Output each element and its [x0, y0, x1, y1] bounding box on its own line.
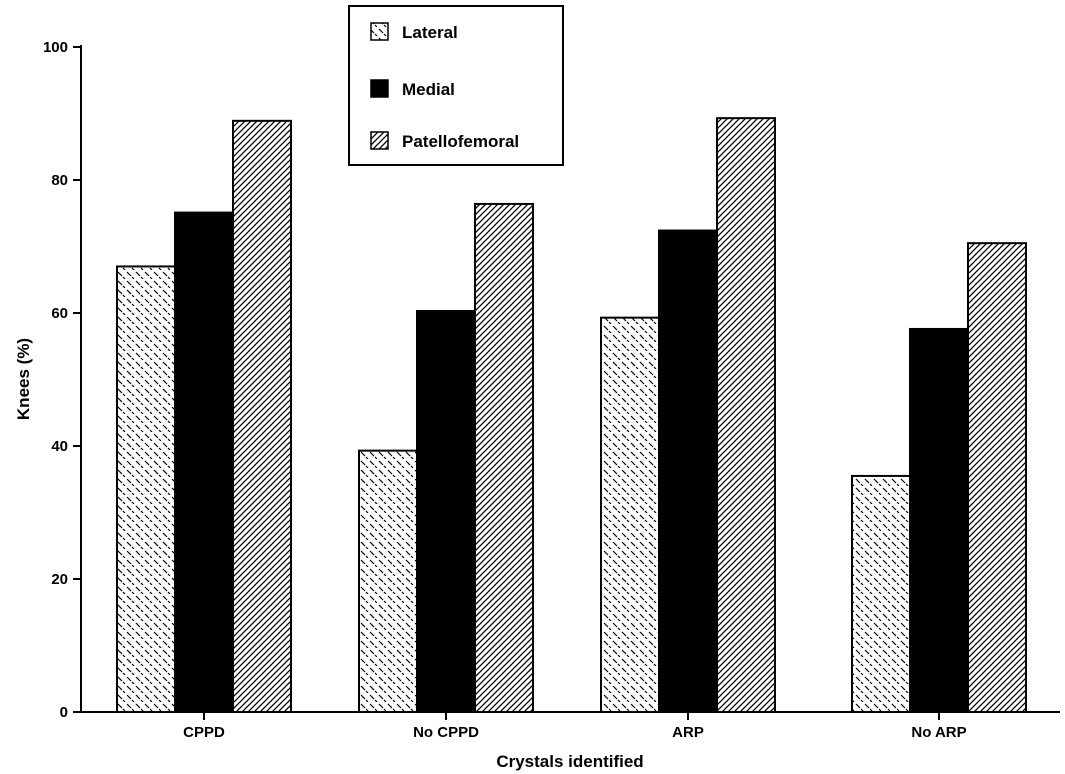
x-tick-label: ARP [672, 724, 704, 741]
legend-swatch-patellofemoral [370, 131, 389, 150]
y-axis-title: Knees (%) [14, 338, 33, 420]
bar-lateral-no-arp [851, 474, 911, 713]
y-tick-label: 40 [51, 438, 68, 455]
y-tick-label: 20 [51, 571, 68, 588]
bars [116, 117, 1027, 714]
x-tick-label: CPPD [183, 724, 225, 741]
bar-medial-no-arp [909, 327, 969, 713]
x-tick-labels: CPPD No CPPD ARP No ARP [183, 712, 967, 741]
bar-lateral-cppd [116, 265, 176, 713]
bar-patellofemoral-arp [716, 117, 776, 713]
legend: Lateral Medial Patellofemoral [348, 5, 564, 166]
x-axis-title: Crystals identified [496, 752, 643, 771]
bar-patellofemoral-no-cppd [474, 202, 534, 713]
legend-label-patellofemoral: Patellofemoral [402, 132, 519, 151]
legend-label-medial: Medial [402, 80, 455, 99]
bar-patellofemoral-no-arp [967, 242, 1027, 714]
bar-medial-no-cppd [416, 310, 476, 713]
legend-label-lateral: Lateral [402, 23, 458, 42]
y-tick-label: 100 [43, 39, 68, 56]
x-tick-label: No CPPD [413, 724, 479, 741]
bar-medial-cppd [174, 211, 234, 714]
legend-swatch-medial [370, 79, 389, 98]
y-tick-label: 0 [60, 704, 68, 721]
y-ticks: 0 20 40 60 80 100 [43, 39, 81, 721]
bar-patellofemoral-cppd [232, 119, 292, 713]
legend-swatch-lateral [370, 22, 389, 41]
bar-medial-arp [658, 229, 718, 713]
y-tick-label: 60 [51, 305, 68, 322]
y-tick-label: 80 [51, 172, 68, 189]
x-tick-label: No ARP [911, 724, 966, 741]
bar-lateral-no-cppd [358, 449, 418, 713]
bar-lateral-arp [600, 316, 660, 713]
